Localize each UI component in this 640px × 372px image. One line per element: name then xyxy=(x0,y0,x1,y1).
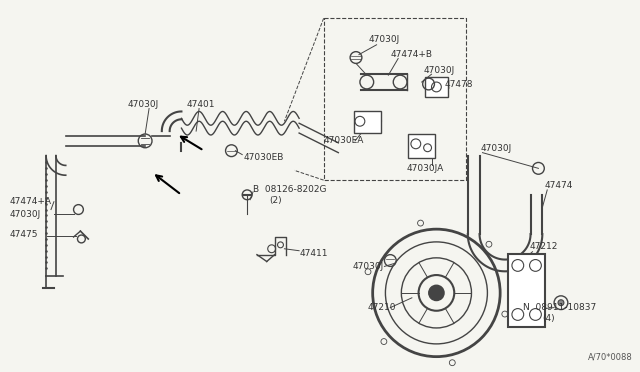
Text: B  08126-8202G: B 08126-8202G xyxy=(253,185,326,195)
Text: 47030J: 47030J xyxy=(10,210,41,219)
Bar xyxy=(408,134,435,158)
Text: 47401: 47401 xyxy=(186,100,215,109)
Text: 47030EA: 47030EA xyxy=(324,137,364,145)
Circle shape xyxy=(429,285,444,301)
Text: 47210: 47210 xyxy=(368,303,396,312)
Text: 47030J: 47030J xyxy=(369,35,400,44)
Text: 47030J: 47030J xyxy=(481,144,512,153)
Text: 47030J: 47030J xyxy=(424,66,455,75)
Bar xyxy=(508,254,545,327)
Text: N  08911-10837: N 08911-10837 xyxy=(523,303,596,312)
Text: 47478: 47478 xyxy=(444,80,473,89)
Text: 47474+A: 47474+A xyxy=(10,197,52,206)
Bar xyxy=(425,77,448,97)
Text: 47030JA: 47030JA xyxy=(407,164,444,173)
Text: 47474: 47474 xyxy=(544,180,573,189)
Text: A/70*0088: A/70*0088 xyxy=(588,352,633,361)
Bar xyxy=(354,112,381,133)
Text: 47212: 47212 xyxy=(529,242,558,251)
Text: 47030EB: 47030EB xyxy=(243,153,284,162)
Text: 47474+B: 47474+B xyxy=(390,50,432,59)
Text: 47030J: 47030J xyxy=(353,262,384,271)
Text: (4): (4) xyxy=(542,314,555,323)
Text: 47475: 47475 xyxy=(10,230,38,238)
Text: (2): (2) xyxy=(269,196,282,205)
Text: 47030J: 47030J xyxy=(127,100,159,109)
Text: 47411: 47411 xyxy=(299,249,328,258)
Circle shape xyxy=(558,300,564,306)
